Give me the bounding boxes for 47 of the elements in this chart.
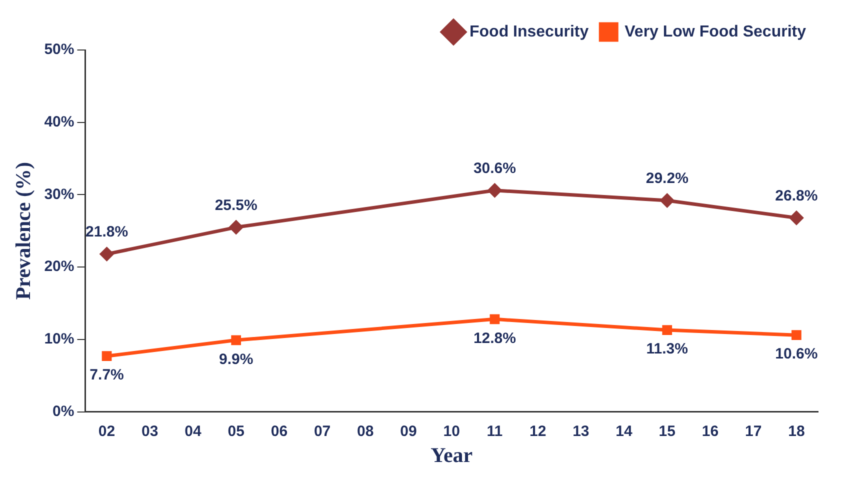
data-label: 21.8% xyxy=(86,224,128,241)
data-label: 29.2% xyxy=(646,170,688,188)
point xyxy=(102,351,112,362)
x-tick-label: 15 xyxy=(658,422,676,440)
x-tick-label: 05 xyxy=(228,422,244,440)
y-tick-label: 20% xyxy=(44,258,74,276)
data-label: 11.3% xyxy=(646,340,688,358)
data-label: 26.8% xyxy=(775,188,818,205)
x-tick-label: 03 xyxy=(142,422,158,440)
point xyxy=(790,211,804,225)
x-tick-label: 07 xyxy=(314,422,331,440)
y-tick-label: 0% xyxy=(52,402,74,420)
point xyxy=(488,184,502,198)
x-tick-label: 16 xyxy=(702,422,719,440)
x-tick-label: 18 xyxy=(788,422,805,440)
x-axis-title: Year xyxy=(430,442,473,467)
x-tick-label: 02 xyxy=(98,422,116,440)
x-tick-label: 10 xyxy=(443,422,460,440)
data-label: 9.9% xyxy=(218,350,254,368)
x-tick-label: 17 xyxy=(745,422,762,440)
data-label: 30.6% xyxy=(473,160,516,178)
point xyxy=(792,330,802,340)
x-tick-label: 11 xyxy=(486,422,503,440)
data-label: 12.8% xyxy=(473,330,516,347)
data-label: 10.6% xyxy=(775,346,818,363)
point xyxy=(231,335,242,346)
x-tick-label: 09 xyxy=(400,422,417,440)
legend-label: Very Low Food Security xyxy=(624,23,806,40)
point xyxy=(660,194,674,208)
y-tick-label: 30% xyxy=(44,186,74,203)
x-tick-label: 14 xyxy=(616,422,634,440)
point xyxy=(662,325,672,335)
point xyxy=(229,220,243,234)
data-label: 25.5% xyxy=(214,196,258,214)
point xyxy=(490,314,500,324)
x-tick-label: 08 xyxy=(357,422,374,440)
y-tick-label: 10% xyxy=(44,330,74,348)
y-tick-label: 50% xyxy=(44,41,74,58)
x-tick-label: 12 xyxy=(529,422,546,440)
data-label: 7.7% xyxy=(90,366,124,384)
x-tick-label: 13 xyxy=(572,422,590,440)
y-axis-title: Prevalence (%) xyxy=(11,162,36,300)
x-tick-label: 06 xyxy=(270,422,288,440)
y-tick-label: 40% xyxy=(44,114,74,130)
legend-label: Food Insecurity xyxy=(470,23,589,40)
x-tick-label: 04 xyxy=(184,422,202,440)
point xyxy=(100,247,114,261)
